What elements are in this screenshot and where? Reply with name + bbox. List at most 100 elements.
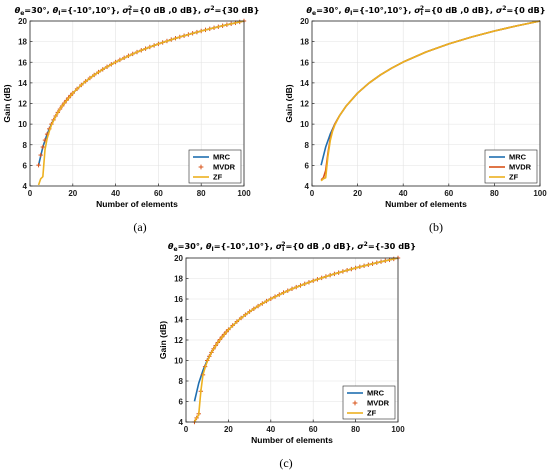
legend-label-mvdr: MVDR: [213, 163, 236, 172]
title-subscript: I: [129, 10, 131, 17]
title-theta-i: θ: [344, 5, 350, 15]
x-tick-label: 100: [237, 189, 251, 198]
title-sigma-i: σ: [276, 241, 283, 251]
title-superscript: 2: [210, 5, 214, 12]
y-tick-label: 14: [174, 316, 183, 325]
y-tick-label: 14: [18, 79, 27, 88]
title-text: ={-30 dB}: [368, 241, 416, 251]
chart-panel-0: 0 20 40 60 80 100 4 6 8 10 12 14 16 18 20 Number of ele…: [2, 5, 259, 234]
title-text: ={0 dB ,0 dB},: [132, 5, 204, 15]
series-line-zf: [37, 20, 245, 186]
x-tick-label: 40: [399, 189, 408, 198]
y-tick-label: 12: [18, 100, 27, 109]
x-tick-label: 40: [266, 425, 275, 434]
x-tick-label: 20: [353, 189, 362, 198]
title-text: ={0 dB ,0 dB},: [286, 241, 358, 251]
title-superscript: 2: [128, 5, 132, 12]
chart-title: θe=30°, θI={-10°,10°}, σI2={0 dB ,0 dB},…: [15, 5, 260, 17]
title-text: =30°,: [24, 5, 52, 15]
title-sigma-i: σ: [414, 5, 421, 15]
y-tick-label: 18: [300, 38, 309, 47]
title-sigma: σ: [357, 241, 364, 251]
chart-panel-1: 0 20 40 60 80 100 4 6 8 10 12 14 16 18 20 Number of ele…: [284, 5, 547, 234]
y-tick-label: 10: [300, 120, 309, 129]
title-superscript: 2: [281, 241, 285, 248]
x-tick-label: 20: [224, 425, 233, 434]
legend-label-mrc: MRC: [509, 153, 527, 162]
y-tick-label: 8: [179, 377, 184, 386]
x-tick-label: 0: [310, 189, 315, 198]
y-tick-label: 4: [305, 182, 310, 191]
legend-label-zf: ZF: [509, 173, 519, 182]
title-theta-i: θ: [206, 241, 212, 251]
x-axis-label: Number of elements: [251, 435, 333, 445]
y-tick-label: 6: [305, 161, 310, 170]
title-text: ={30 dB}: [215, 5, 260, 15]
title-text: ={0 dB ,0 dB},: [424, 5, 496, 15]
title-subscript: e: [20, 10, 24, 17]
y-axis-label: Gain (dB): [2, 84, 12, 122]
series-line-zf: [193, 257, 399, 423]
title-superscript: 2: [420, 5, 424, 12]
title-text: ={-10°,10°},: [352, 5, 414, 15]
chart-title: θe=30°, θI={-10°,10°}, σI2={0 dB ,0 dB},…: [168, 241, 416, 253]
panel-caption: (a): [133, 220, 146, 234]
legend-label-mrc: MRC: [367, 389, 385, 398]
y-tick-label: 12: [300, 100, 309, 109]
y-tick-label: 10: [174, 357, 183, 366]
data-point-mvdr: [36, 162, 41, 168]
data-point-mvdr: [38, 152, 43, 158]
title-text: ={0 dB}: [506, 5, 545, 15]
title-superscript: 2: [364, 241, 368, 248]
y-tick-label: 18: [18, 38, 27, 47]
y-tick-label: 18: [174, 275, 183, 284]
y-tick-label: 8: [23, 141, 28, 150]
y-tick-label: 16: [18, 58, 27, 67]
y-axis-label: Gain (dB): [158, 321, 168, 359]
x-tick-label: 60: [154, 189, 163, 198]
x-axis-label: Number of elements: [96, 199, 178, 209]
x-tick-label: 80: [197, 189, 206, 198]
series-line-zf: [320, 20, 541, 182]
title-subscript: I: [282, 246, 284, 253]
y-tick-label: 6: [23, 161, 28, 170]
x-tick-label: 60: [444, 189, 453, 198]
title-subscript: I: [350, 10, 352, 17]
legend-label-mvdr: MVDR: [509, 163, 532, 172]
title-subscript: I: [421, 10, 423, 17]
x-tick-label: 20: [68, 189, 77, 198]
title-theta-e: θ: [15, 5, 21, 15]
y-tick-label: 20: [18, 17, 27, 26]
chart-title: θe=30°, θI={-10°,10°}, σI2={0 dB ,0 dB},…: [306, 5, 545, 17]
x-tick-label: 0: [28, 189, 33, 198]
y-tick-label: 14: [300, 79, 309, 88]
legend-label-mrc: MRC: [213, 153, 231, 162]
legend-label-mvdr: MVDR: [367, 399, 390, 408]
title-subscript: I: [58, 10, 60, 17]
x-tick-label: 60: [309, 425, 318, 434]
title-superscript: 2: [502, 5, 506, 12]
title-sigma: σ: [204, 5, 211, 15]
y-tick-label: 12: [174, 336, 183, 345]
x-tick-label: 40: [111, 189, 120, 198]
panel-caption: (c): [279, 456, 292, 470]
x-tick-label: 0: [184, 425, 189, 434]
x-tick-label: 80: [490, 189, 499, 198]
title-text: =30°,: [316, 5, 344, 15]
y-tick-label: 8: [305, 141, 310, 150]
chart-panel-2: 0 20 40 60 80 100 4 6 8 10 12 14 16 18 20 Number of ele…: [158, 241, 416, 470]
y-tick-label: 10: [18, 120, 27, 129]
title-subscript: e: [174, 246, 178, 253]
title-theta-e: θ: [168, 241, 174, 251]
panel-caption: (b): [429, 220, 443, 234]
x-axis-label: Number of elements: [385, 199, 467, 209]
y-tick-label: 16: [174, 295, 183, 304]
data-point-mvdr: [40, 144, 46, 150]
title-text: =30°,: [178, 241, 206, 251]
x-tick-label: 80: [351, 425, 360, 434]
y-tick-label: 6: [179, 398, 184, 407]
x-tick-label: 100: [391, 425, 405, 434]
legend-label-zf: ZF: [213, 173, 223, 182]
y-tick-label: 20: [174, 254, 183, 263]
